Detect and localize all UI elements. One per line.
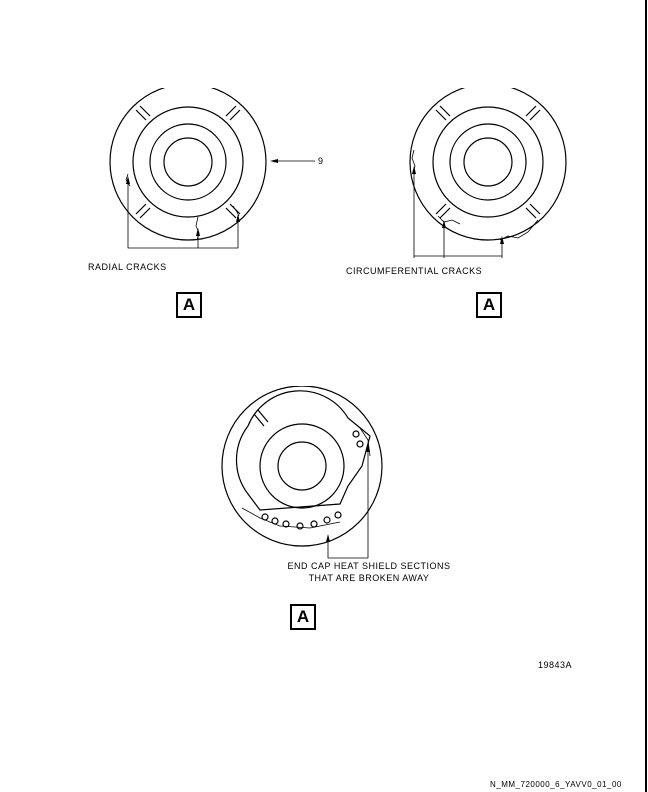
radial-cracks-label: RADIAL CRACKS: [88, 262, 167, 272]
figure-number: 19843A: [538, 660, 573, 670]
circumferential-crack: [437, 215, 461, 225]
broken-sections-diagram: [221, 386, 383, 559]
hole: [334, 511, 342, 519]
radial-cracks-diagram: [109, 88, 315, 249]
hole: [282, 520, 290, 528]
hole: [323, 516, 331, 524]
radial-crack: [232, 205, 240, 217]
circumferential-cracks-diagram: [409, 88, 567, 258]
view-a-badge: A: [290, 604, 316, 630]
hole: [356, 440, 364, 448]
broken-edge: [241, 507, 341, 529]
inner-ring: [259, 423, 345, 509]
outer-ring: [109, 88, 267, 241]
broken-sections-label-line1: END CAP HEAT SHIELD SECTIONS: [287, 561, 451, 571]
center-bore: [463, 137, 513, 187]
hole: [271, 517, 279, 525]
end-cap-ring: [432, 106, 544, 218]
view-a-badge: A: [176, 292, 202, 318]
end-cap-ring: [132, 106, 244, 218]
inner-ring: [149, 123, 227, 201]
hole: [310, 520, 318, 528]
document-code: N_MM_720000_6_YAVV0_01_00: [490, 780, 622, 789]
center-bore: [163, 137, 213, 187]
callout-9: 9: [318, 156, 324, 166]
center-bore: [277, 441, 327, 491]
circumferential-cracks-label: CIRCUMFERENTIAL CRACKS: [346, 266, 483, 276]
page-edge-line: [645, 0, 647, 792]
hole: [261, 513, 269, 521]
outer-ring: [409, 88, 567, 241]
circumferential-crack: [499, 219, 539, 241]
broken-sections-label: END CAP HEAT SHIELD SECTIONS THAT ARE BR…: [276, 560, 462, 584]
hole: [296, 522, 304, 530]
outer-ring: [221, 386, 383, 547]
view-a-badge: A: [476, 292, 502, 318]
broken-sections-label-line2: THAT ARE BROKEN AWAY: [308, 573, 430, 583]
hole: [352, 430, 360, 438]
inner-ring: [449, 123, 527, 201]
radial-crack: [195, 216, 200, 241]
